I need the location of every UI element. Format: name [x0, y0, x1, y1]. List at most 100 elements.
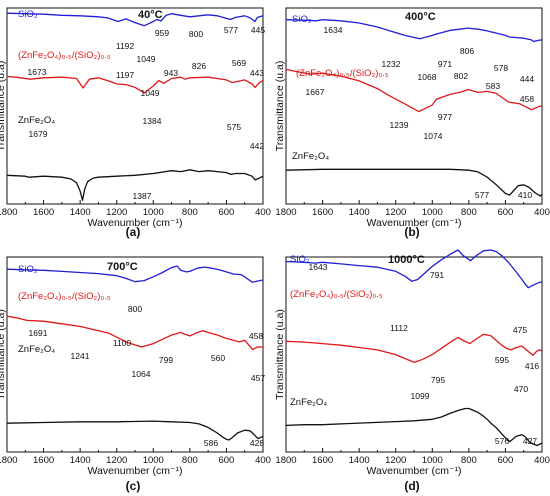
- series-line-znfe: [285, 168, 543, 197]
- series-label-composite: (ZnFe₂O₄)₀.₅/(SiO₂)₀.₅: [18, 50, 111, 61]
- x-tick-label: 800: [461, 455, 477, 466]
- y-axis-label: Transmittance (u.a): [274, 309, 286, 400]
- plot-frame: [6, 7, 264, 205]
- x-tick-label: 800: [461, 207, 477, 218]
- peak-annotation: 1049: [137, 54, 156, 64]
- peak-annotation: 443: [250, 68, 264, 78]
- x-tick-label: 1200: [106, 207, 127, 218]
- peak-annotation: 1667: [306, 87, 325, 97]
- peak-annotation: 427: [523, 436, 537, 446]
- peak-annotation: 577: [224, 25, 238, 35]
- panel-letter: (c): [126, 479, 141, 493]
- peak-annotation: 445: [251, 25, 265, 35]
- series-line-sio2: [6, 265, 264, 283]
- peak-annotation: 586: [204, 438, 218, 448]
- panel-temperature: 40°C: [138, 9, 163, 21]
- x-tick-label: 1000: [143, 207, 164, 218]
- series-line-znfe: [6, 420, 264, 441]
- x-tick-label: 400: [534, 207, 550, 218]
- x-tick-label: 800: [182, 455, 198, 466]
- peak-annotation: 475: [513, 325, 527, 335]
- peak-annotation: 583: [486, 81, 500, 91]
- peak-annotation: 1099: [411, 391, 430, 401]
- peak-annotation: 1634: [324, 25, 343, 35]
- peak-annotation: 1387: [133, 191, 152, 201]
- peak-annotation: 416: [525, 361, 539, 371]
- series-label-znfe: ZnFe₂O₄: [18, 344, 55, 355]
- chart-panel-1: 1800 1600 1400 1200 1000 800 600 400 Wavenumber …: [0, 7, 271, 239]
- panel-temperature: 700°C: [107, 261, 138, 273]
- peak-annotation: 791: [430, 270, 444, 280]
- series-label-znfe: ZnFe₂O₄: [290, 397, 327, 408]
- x-tick-label: 400: [534, 455, 550, 466]
- peak-annotation: 1100: [113, 338, 132, 348]
- series-label-sio2: SiO₂: [292, 14, 312, 25]
- series-label-sio2: SiO₂: [290, 254, 310, 265]
- peak-annotation: 1192: [116, 41, 135, 51]
- peak-annotation: 458: [249, 331, 263, 341]
- peak-annotation: 560: [211, 353, 225, 363]
- peak-annotation: 1074: [424, 131, 443, 141]
- peak-annotation: 577: [475, 190, 489, 200]
- series-line-znfe: [6, 169, 264, 201]
- x-tick-label: 1600: [33, 207, 54, 218]
- x-tick-label: 1400: [70, 455, 91, 466]
- panel-temperature: 1000°C: [388, 254, 425, 266]
- peak-annotation: 802: [454, 71, 468, 81]
- x-tick-label: 600: [218, 455, 234, 466]
- peak-annotation: 1239: [390, 120, 409, 130]
- peak-annotation: 1068: [418, 72, 437, 82]
- x-tick-label: 1200: [385, 455, 406, 466]
- series-line-sio2: [285, 19, 543, 43]
- x-axis-label: Wavenumber (cm⁻¹): [88, 465, 183, 477]
- x-tick-label: 1000: [422, 207, 443, 218]
- peak-annotation: 799: [159, 355, 173, 365]
- peak-annotation: 800: [128, 304, 142, 314]
- y-axis-label: Transmittance (u.a): [0, 61, 7, 152]
- panel-letter: (a): [126, 225, 141, 239]
- peak-annotation: 1112: [390, 323, 408, 333]
- peak-annotation: 977: [438, 112, 452, 122]
- x-tick-label: 1400: [349, 455, 370, 466]
- chart-panel-4: 1800 1600 1400 1200 1000 800 600 400 Wavenumber …: [274, 249, 550, 493]
- peak-annotation: 795: [431, 375, 445, 385]
- series-line-sio2: [6, 12, 264, 27]
- series-line-znfe: [285, 407, 543, 447]
- peak-annotation: 971: [438, 59, 452, 69]
- peak-annotation: 826: [192, 61, 206, 71]
- peak-annotation: 1197: [116, 70, 135, 80]
- peak-annotation: 442: [250, 141, 264, 151]
- x-tick-label: 1800: [0, 207, 18, 218]
- x-tick-label: 600: [497, 455, 513, 466]
- x-tick-label: 1400: [70, 207, 91, 218]
- panel-temperature: 400°C: [405, 11, 436, 23]
- x-tick-label: 1600: [33, 455, 54, 466]
- panel-letter: (b): [404, 225, 419, 239]
- peak-annotation: 569: [232, 58, 246, 68]
- x-axis-label: Wavenumber (cm⁻¹): [367, 217, 462, 229]
- peak-annotation: 959: [155, 28, 169, 38]
- peak-annotation: 1241: [71, 351, 90, 361]
- x-tick-label: 1600: [312, 207, 333, 218]
- series-label-sio2: SiO₂: [18, 9, 38, 20]
- peak-annotation: 410: [518, 190, 532, 200]
- peak-annotation: 1679: [29, 129, 48, 139]
- series-label-sio2: SiO₂: [18, 264, 38, 275]
- series-label-composite: (ZnFe₂O₄)₀.₅/(SiO₂)₀.₅: [18, 291, 111, 302]
- series-label-composite: (ZnFe₂O₄)₀.₅/(SiO₂)₀.₅: [296, 68, 389, 79]
- peak-annotation: 578: [494, 63, 508, 73]
- x-tick-label: 1800: [275, 455, 296, 466]
- peak-annotation: 1049: [141, 88, 160, 98]
- peak-annotation: 575: [227, 122, 241, 132]
- series-line-composite: [285, 333, 543, 364]
- series-label-znfe: ZnFe₂O₄: [18, 115, 55, 126]
- series-line-composite: [285, 68, 543, 113]
- peak-annotation: 1673: [28, 67, 47, 77]
- peak-annotation: 458: [520, 94, 534, 104]
- chart-panel-3: 1800 1600 1400 1200 1000 800 600 400 Wavenumber …: [0, 256, 271, 493]
- y-axis-label: Transmittance (u.a): [0, 309, 7, 400]
- x-tick-label: 1000: [143, 455, 164, 466]
- x-tick-label: 400: [255, 207, 271, 218]
- peak-annotation: 470: [514, 384, 528, 394]
